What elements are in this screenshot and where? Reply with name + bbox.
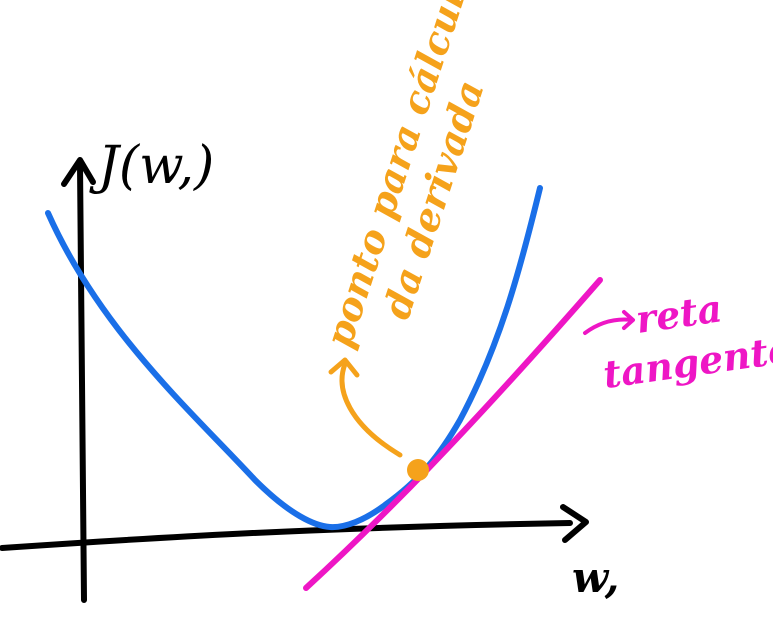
point-label-arrow-tail	[328, 357, 360, 378]
tangent-label: retatangente	[593, 276, 773, 397]
x-axis	[0, 520, 573, 551]
point-label-arrow	[339, 361, 403, 458]
cost-curve	[45, 185, 543, 531]
tangent-label-line-2: tangente	[600, 326, 773, 397]
tangent-label-line-1: reta	[633, 285, 725, 342]
y-axis-label: J(w,)	[89, 136, 214, 196]
x-axis-arrowhead	[560, 504, 589, 543]
x-axis-label: w,	[572, 553, 619, 602]
point-label: ponto para cálculoda derivada	[316, 0, 525, 367]
tangent-label-arrow-head	[622, 310, 635, 330]
y-axis-arrowhead	[61, 157, 96, 187]
tangent-label-arrow	[583, 317, 634, 335]
tangency-point	[407, 459, 429, 481]
y-axis	[77, 162, 87, 603]
